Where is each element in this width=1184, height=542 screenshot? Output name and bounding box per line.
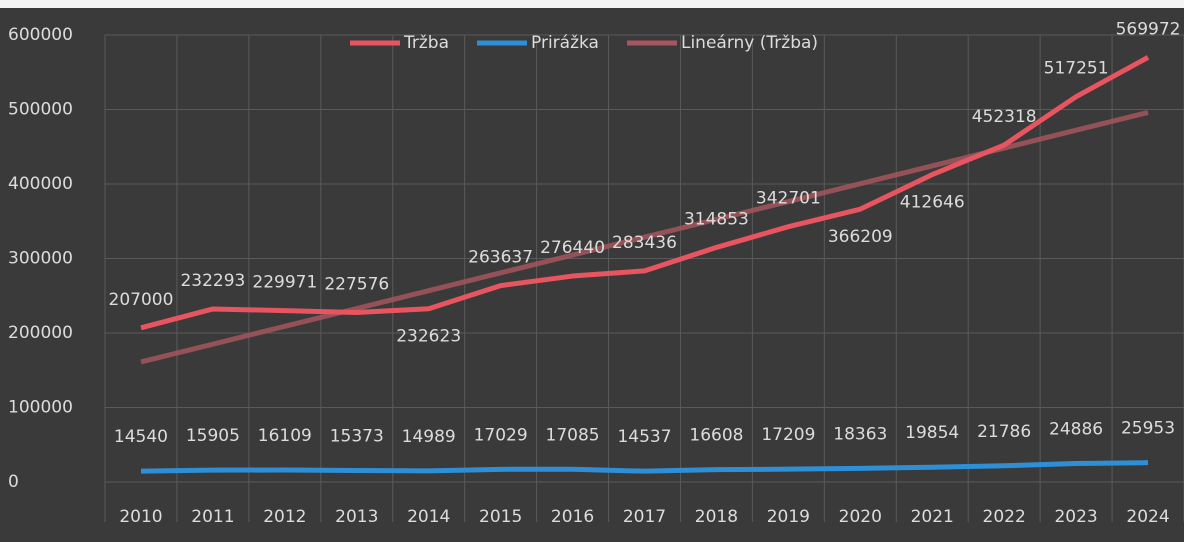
x-tick-label: 2012 — [263, 507, 306, 527]
legend-label: Prirážka — [531, 33, 599, 53]
x-tick-label: 2015 — [479, 507, 522, 527]
data-label: 15905 — [186, 426, 240, 446]
x-tick-label: 2017 — [623, 507, 666, 527]
data-label: 17029 — [474, 425, 528, 445]
y-tick-label: 200000 — [8, 323, 73, 343]
data-label: 14537 — [617, 427, 671, 447]
x-tick-label: 2018 — [695, 507, 738, 527]
data-label: 21786 — [977, 422, 1031, 442]
data-label: 227576 — [324, 274, 389, 294]
data-label: 569972 — [1116, 19, 1181, 39]
x-tick-label: 2023 — [1054, 507, 1097, 527]
data-label: 366209 — [828, 227, 893, 247]
legend-label: Lineárny (Tržba) — [681, 33, 818, 53]
data-label: 16109 — [258, 426, 312, 446]
data-label: 14540 — [114, 427, 168, 447]
x-tick-label: 2021 — [911, 507, 954, 527]
data-label: 232623 — [396, 327, 461, 347]
data-label: 263637 — [468, 248, 533, 268]
x-tick-label: 2014 — [407, 507, 450, 527]
y-tick-label: 400000 — [8, 174, 73, 194]
data-label: 276440 — [540, 238, 605, 258]
data-label: 17209 — [761, 425, 815, 445]
data-label: 16608 — [689, 426, 743, 446]
y-tick-label: 0 — [8, 472, 19, 492]
data-label: 17085 — [546, 425, 600, 445]
data-label: 283436 — [612, 233, 677, 253]
data-label: 25953 — [1121, 419, 1175, 439]
data-label: 232293 — [180, 271, 245, 291]
x-tick-label: 2022 — [983, 507, 1026, 527]
y-tick-label: 100000 — [8, 398, 73, 418]
data-label: 314853 — [684, 209, 749, 229]
data-label: 207000 — [109, 290, 174, 310]
y-tick-label: 500000 — [8, 100, 73, 120]
series-line — [140, 460, 1149, 474]
data-label: 342701 — [756, 189, 821, 209]
x-tick-label: 2010 — [119, 507, 162, 527]
x-tick-label: 2024 — [1126, 507, 1169, 527]
data-label: 412646 — [900, 193, 965, 213]
x-tick-label: 2016 — [551, 507, 594, 527]
data-label: 18363 — [833, 424, 887, 444]
y-tick-label: 300000 — [8, 249, 73, 269]
data-label: 229971 — [252, 273, 317, 293]
legend-label: Tržba — [403, 33, 449, 53]
series-line — [140, 55, 1150, 331]
x-tick-label: 2019 — [767, 507, 810, 527]
data-label: 15373 — [330, 427, 384, 447]
x-tick-label: 2013 — [335, 507, 378, 527]
data-label: 19854 — [905, 423, 959, 443]
data-label: 517251 — [1044, 59, 1109, 79]
y-tick-label: 600000 — [8, 25, 73, 45]
data-label: 452318 — [972, 107, 1037, 127]
data-label: 24886 — [1049, 419, 1103, 439]
x-tick-label: 2011 — [191, 507, 234, 527]
data-label: 14989 — [402, 427, 456, 447]
x-tick-label: 2020 — [839, 507, 882, 527]
